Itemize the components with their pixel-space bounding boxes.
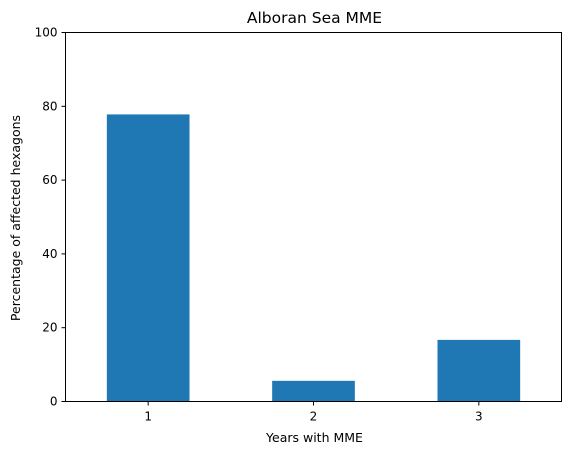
bar-3	[437, 339, 521, 402]
y-tick-label: 80	[42, 99, 57, 113]
chart-title: Alboran Sea MME	[247, 9, 382, 27]
y-tick-label: 20	[42, 321, 57, 335]
x-axis-label: Years with MME	[265, 430, 363, 445]
x-tick-label: 3	[475, 410, 483, 424]
x-tick-label: 2	[310, 410, 318, 424]
y-tick-label: 60	[42, 173, 57, 187]
bar-1	[106, 114, 190, 402]
y-tick-label: 0	[50, 395, 58, 409]
y-tick-label: 100	[35, 26, 58, 40]
bar-2	[272, 380, 355, 402]
plot-frame	[65, 32, 562, 402]
y-axis: 0 20 40 60 80 100	[35, 26, 66, 409]
x-tick-label: 1	[144, 410, 152, 424]
bars-group	[106, 114, 521, 402]
y-tick-label: 40	[42, 247, 57, 261]
x-axis: 1 2 3	[144, 401, 483, 424]
y-axis-label: Percentage of affected hexagons	[8, 115, 23, 321]
